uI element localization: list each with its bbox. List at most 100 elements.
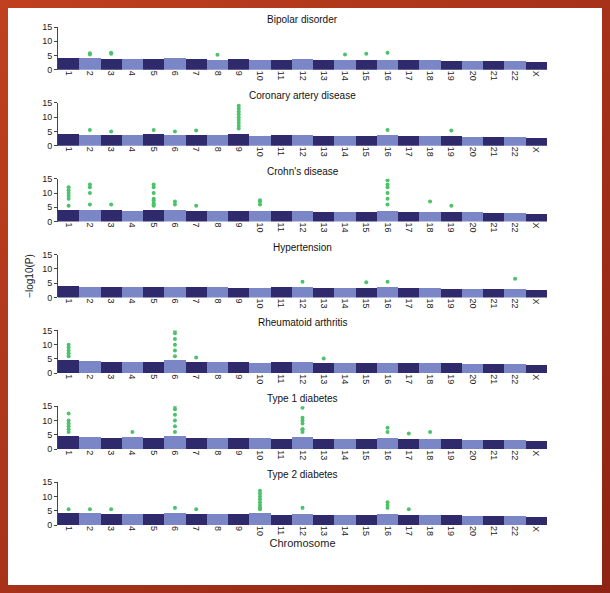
svg-text:18: 18 (425, 526, 435, 536)
svg-text:17: 17 (404, 298, 414, 308)
svg-text:6: 6 (170, 450, 180, 455)
svg-text:10: 10 (255, 298, 265, 308)
svg-text:18: 18 (425, 147, 435, 157)
svg-text:3: 3 (106, 298, 116, 303)
svg-text:8: 8 (213, 298, 223, 303)
svg-text:19: 19 (446, 374, 456, 384)
svg-text:4: 4 (127, 450, 137, 455)
svg-text:13: 13 (319, 374, 329, 384)
svg-text:2: 2 (85, 526, 95, 531)
svg-text:2: 2 (85, 223, 95, 228)
svg-text:1: 1 (64, 147, 74, 152)
svg-text:1: 1 (64, 298, 74, 303)
svg-text:0: 0 (47, 65, 52, 75)
svg-text:0: 0 (47, 217, 52, 227)
svg-text:3: 3 (106, 223, 116, 228)
svg-text:Hypertension: Hypertension (273, 242, 332, 253)
svg-text:7: 7 (191, 450, 201, 455)
svg-text:5: 5 (149, 450, 159, 455)
svg-text:5: 5 (149, 71, 159, 76)
svg-text:5: 5 (47, 202, 52, 212)
svg-text:10: 10 (255, 374, 265, 384)
svg-text:13: 13 (319, 147, 329, 157)
svg-text:Coronary artery disease: Coronary artery disease (249, 90, 356, 101)
svg-text:14: 14 (340, 450, 350, 460)
svg-text:6: 6 (170, 526, 180, 531)
svg-text:1: 1 (64, 374, 74, 379)
svg-text:2: 2 (85, 71, 95, 76)
svg-text:4: 4 (127, 223, 137, 228)
svg-text:19: 19 (446, 71, 456, 81)
svg-text:15: 15 (42, 98, 52, 108)
svg-text:7: 7 (191, 223, 201, 228)
svg-text:20: 20 (468, 450, 478, 460)
svg-text:22: 22 (510, 298, 520, 308)
svg-text:5: 5 (47, 430, 52, 440)
svg-text:4: 4 (127, 374, 137, 379)
svg-text:2: 2 (85, 298, 95, 303)
svg-text:10: 10 (255, 147, 265, 157)
svg-text:12: 12 (298, 450, 308, 460)
svg-text:14: 14 (340, 526, 350, 536)
svg-text:12: 12 (298, 298, 308, 308)
svg-text:9: 9 (234, 223, 244, 228)
svg-text:9: 9 (234, 71, 244, 76)
svg-text:6: 6 (170, 223, 180, 228)
svg-text:11: 11 (276, 450, 286, 459)
svg-text:6: 6 (170, 374, 180, 379)
svg-text:11: 11 (276, 71, 286, 80)
svg-text:1: 1 (64, 526, 74, 531)
svg-text:0: 0 (47, 444, 52, 454)
svg-text:7: 7 (191, 526, 201, 531)
svg-text:0: 0 (47, 368, 52, 378)
svg-text:0: 0 (47, 293, 52, 303)
svg-text:14: 14 (340, 147, 350, 157)
svg-text:3: 3 (106, 526, 116, 531)
svg-text:5: 5 (149, 147, 159, 152)
svg-text:2: 2 (85, 374, 95, 379)
svg-text:13: 13 (319, 526, 329, 536)
svg-text:10: 10 (255, 71, 265, 81)
svg-text:Chromosome: Chromosome (269, 537, 335, 549)
svg-text:15: 15 (42, 250, 52, 260)
svg-text:22: 22 (510, 147, 520, 157)
svg-text:Type 2 diabetes: Type 2 diabetes (267, 469, 338, 480)
svg-text:13: 13 (319, 71, 329, 81)
svg-text:21: 21 (489, 298, 499, 308)
svg-text:12: 12 (298, 374, 308, 384)
svg-text:15: 15 (361, 374, 371, 384)
svg-text:14: 14 (340, 71, 350, 81)
svg-text:Type 1 diabetes: Type 1 diabetes (267, 393, 338, 404)
svg-text:21: 21 (489, 147, 499, 157)
svg-text:6: 6 (170, 71, 180, 76)
svg-text:8: 8 (213, 147, 223, 152)
svg-text:3: 3 (106, 374, 116, 379)
svg-text:10: 10 (42, 188, 52, 198)
svg-text:5: 5 (149, 374, 159, 379)
svg-text:16: 16 (383, 298, 393, 308)
svg-text:Bipolar disorder: Bipolar disorder (267, 14, 338, 25)
svg-text:22: 22 (510, 71, 520, 81)
svg-text:22: 22 (510, 526, 520, 536)
svg-text:8: 8 (213, 374, 223, 379)
svg-text:14: 14 (340, 374, 350, 384)
svg-text:19: 19 (446, 526, 456, 536)
svg-text:1: 1 (64, 223, 74, 228)
svg-text:18: 18 (425, 450, 435, 460)
svg-text:20: 20 (468, 526, 478, 536)
svg-text:4: 4 (127, 526, 137, 531)
svg-text:22: 22 (510, 374, 520, 384)
svg-text:5: 5 (47, 127, 52, 137)
svg-text:X: X (531, 450, 541, 456)
svg-text:6: 6 (170, 298, 180, 303)
svg-text:17: 17 (404, 374, 414, 384)
svg-text:10: 10 (42, 36, 52, 46)
svg-text:10: 10 (42, 416, 52, 426)
svg-text:21: 21 (489, 223, 499, 233)
svg-text:20: 20 (468, 298, 478, 308)
svg-text:10: 10 (42, 340, 52, 350)
svg-text:13: 13 (319, 298, 329, 308)
svg-text:1: 1 (64, 71, 74, 76)
svg-text:9: 9 (234, 298, 244, 303)
svg-text:12: 12 (298, 71, 308, 81)
